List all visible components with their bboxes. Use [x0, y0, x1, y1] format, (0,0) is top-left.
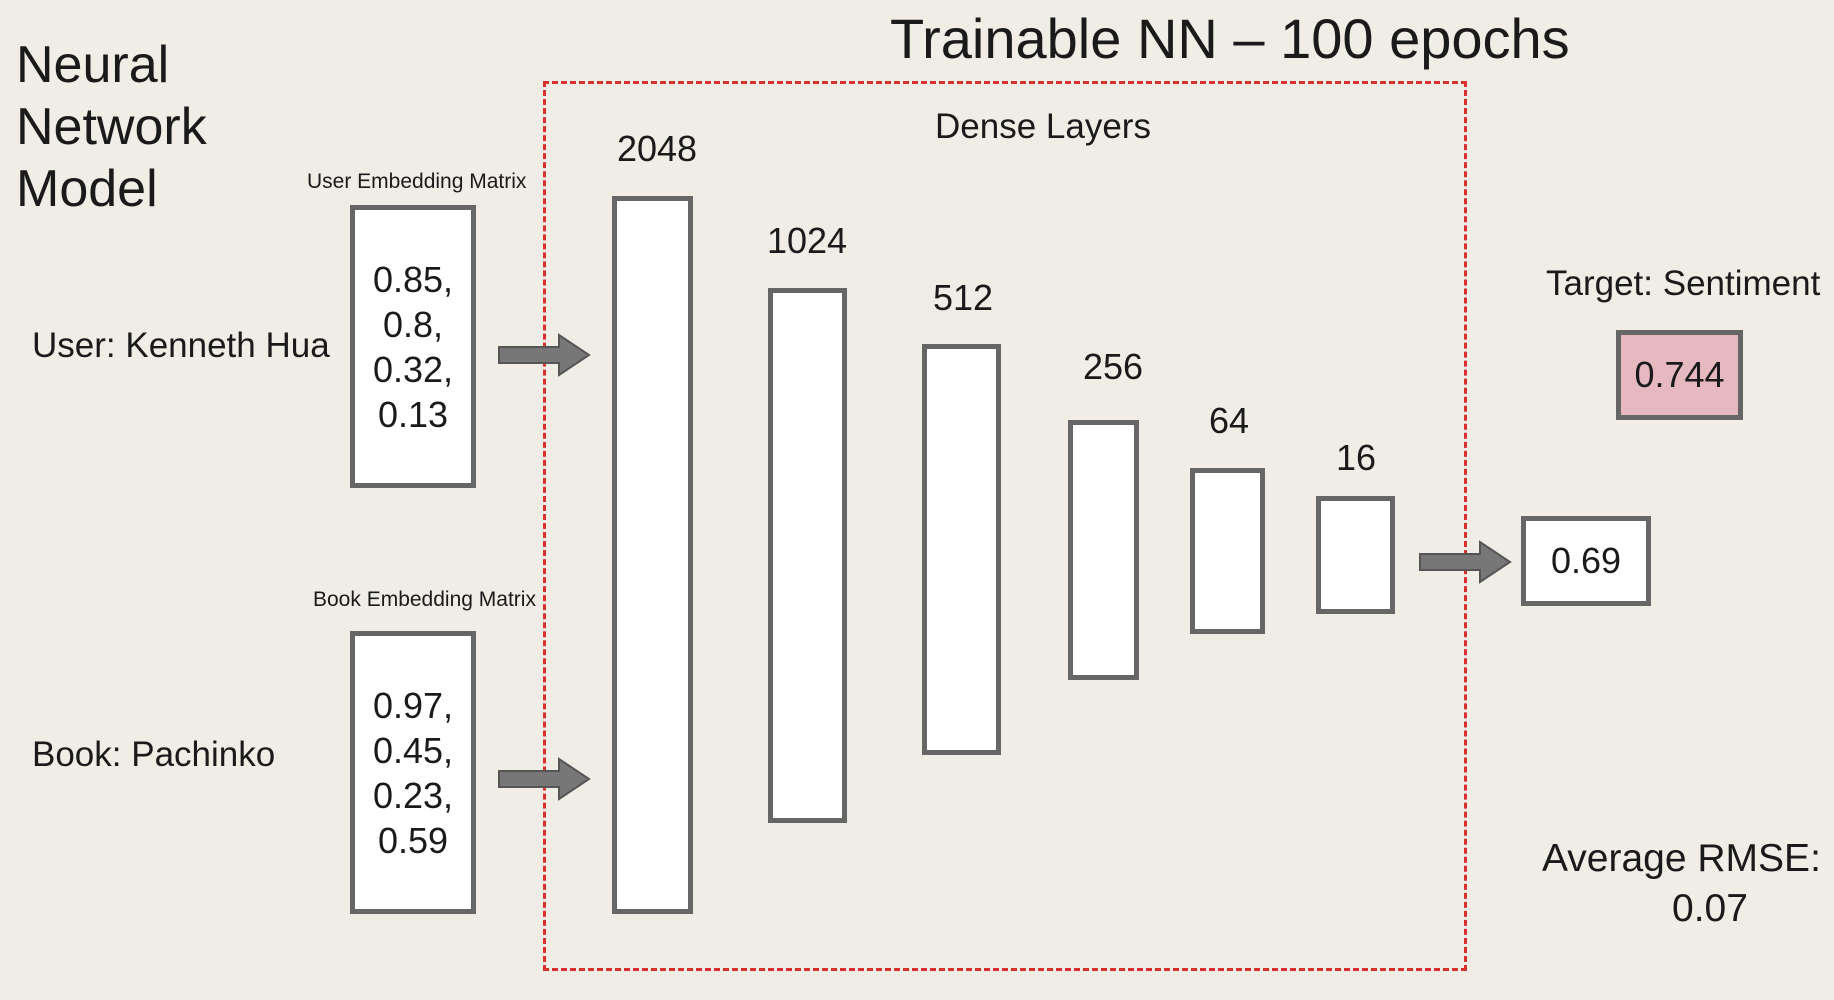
book-embedding-value: 0.97,: [372, 684, 454, 726]
dense-layer-label: 1024: [766, 220, 848, 261]
user-embedding-box: 0.85, 0.8, 0.32, 0.13: [350, 205, 476, 488]
user-embedding-value: 0.32,: [372, 348, 454, 390]
rmse-value: 0.07: [1672, 887, 1748, 930]
prediction-output: 0.69: [1521, 516, 1651, 606]
user-label: User: Kenneth Hua: [32, 326, 330, 365]
book-matrix-label: Book Embedding Matrix: [313, 588, 536, 611]
dense-layer-label: 512: [932, 277, 994, 318]
dense-layer-2048: [612, 196, 693, 914]
dense-layer-1024: [768, 288, 847, 823]
model-title-line: Neural: [16, 36, 170, 94]
dense-layer-256: [1068, 420, 1139, 680]
book-embedding-value: 0.59: [377, 819, 449, 861]
dense-layer-label: 64: [1208, 400, 1250, 441]
user-embedding-value: 0.8,: [382, 303, 444, 345]
book-embedding-value: 0.23,: [372, 774, 454, 816]
rmse-block: Average RMSE: 0.07: [1542, 834, 1821, 934]
model-title: Neural Network Model: [16, 34, 207, 220]
user-embedding-value: 0.13: [377, 393, 449, 435]
diagram-title: Trainable NN – 100 epochs: [890, 7, 1570, 70]
model-title-line: Network: [16, 98, 207, 156]
model-title-line: Model: [16, 160, 158, 218]
output-arrow-icon: [1419, 540, 1512, 584]
book-embedding-box: 0.97, 0.45, 0.23, 0.59: [350, 631, 476, 914]
book-input-arrow-icon: [498, 757, 591, 801]
dense-layer-16: [1316, 496, 1395, 614]
user-matrix-label: User Embedding Matrix: [307, 170, 527, 193]
dense-layers-title: Dense Layers: [935, 107, 1151, 146]
dense-layer-label: 2048: [616, 128, 698, 169]
trainable-region: [543, 81, 1467, 971]
dense-layer-label: 256: [1082, 346, 1144, 387]
dense-layer-512: [922, 344, 1001, 755]
rmse-label: Average RMSE:: [1542, 837, 1821, 880]
target-label: Target: Sentiment: [1546, 264, 1821, 303]
book-embedding-value: 0.45,: [372, 729, 454, 771]
user-embedding-value: 0.85,: [372, 258, 454, 300]
user-input-arrow-icon: [498, 333, 591, 377]
dense-layer-64: [1190, 468, 1265, 634]
book-label: Book: Pachinko: [32, 735, 276, 774]
dense-layer-label: 16: [1335, 437, 1377, 478]
target-value: 0.744: [1616, 330, 1743, 420]
